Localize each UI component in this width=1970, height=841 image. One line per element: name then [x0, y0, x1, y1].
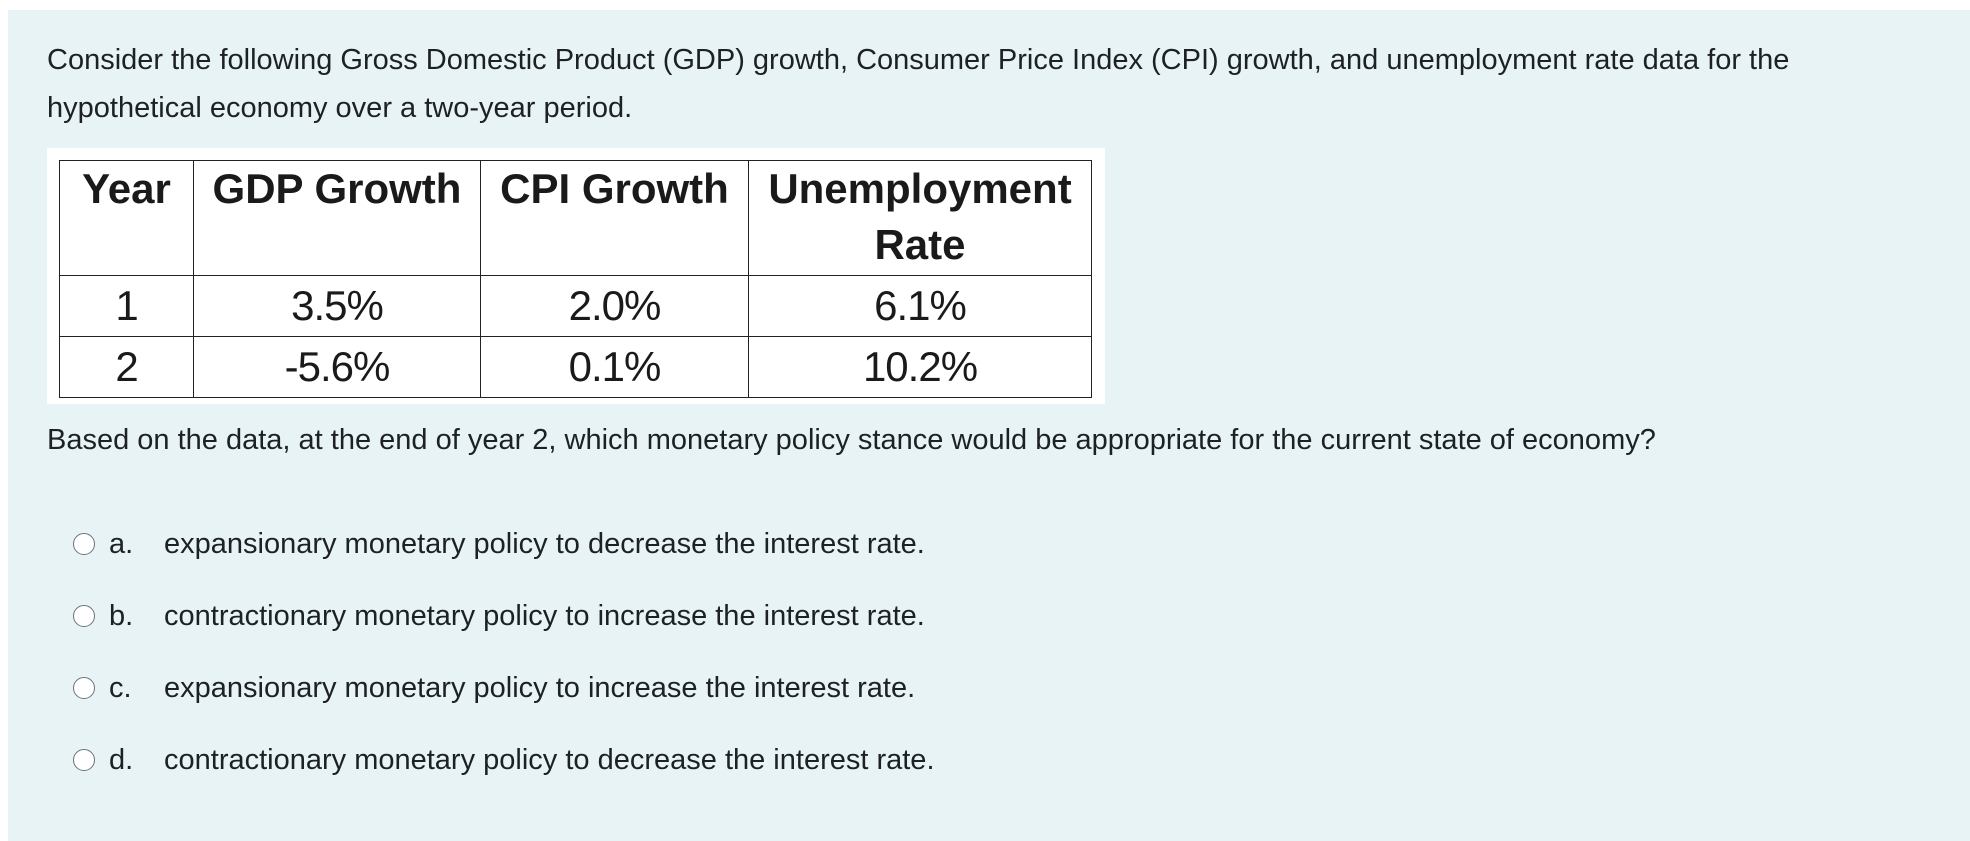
option-text: expansionary monetary policy to increase… — [164, 671, 916, 704]
table-row: 1 3.5% 2.0% 6.1% — [59, 275, 1092, 337]
radio-button-d[interactable] — [73, 749, 95, 771]
radio-button-a[interactable] — [73, 533, 95, 555]
option-letter: c. — [109, 671, 132, 704]
cell-year: 1 — [59, 275, 194, 337]
question-prompt: Based on the data, at the end of year 2,… — [47, 424, 1656, 456]
header-cpi-growth: CPI Growth — [480, 160, 749, 276]
data-table: Year GDP Growth CPI Growth Unemployment R… — [59, 160, 1092, 398]
header-unemployment-rate: Unemployment Rate — [748, 160, 1092, 276]
radio-button-c[interactable] — [73, 677, 95, 699]
header-gdp-growth: GDP Growth — [193, 160, 481, 276]
radio-button-b[interactable] — [73, 605, 95, 627]
question-intro: Consider the following Gross Domestic Pr… — [47, 44, 1790, 124]
header-year: Year — [59, 160, 194, 276]
option-letter: d. — [109, 743, 134, 776]
cell-unemployment-rate: 6.1% — [748, 275, 1092, 337]
cell-unemployment-rate: 10.2% — [748, 336, 1092, 398]
option-b[interactable]: b. contractionary monetary policy to inc… — [47, 592, 1931, 640]
table-row: 2 -5.6% 0.1% 10.2% — [59, 336, 1092, 398]
option-letter: b. — [109, 599, 134, 632]
cell-cpi-growth: 0.1% — [480, 336, 749, 398]
data-table-image: Year GDP Growth CPI Growth Unemployment R… — [47, 148, 1105, 404]
option-text: expansionary monetary policy to decrease… — [164, 527, 925, 560]
table-header-row: Year GDP Growth CPI Growth Unemployment R… — [59, 160, 1092, 276]
option-text: contractionary monetary policy to decrea… — [164, 743, 935, 776]
option-c[interactable]: c. expansionary monetary policy to incre… — [47, 664, 1931, 712]
answer-options: a. expansionary monetary policy to decre… — [47, 520, 1931, 784]
cell-gdp-growth: 3.5% — [193, 275, 481, 337]
cell-gdp-growth: -5.6% — [193, 336, 481, 398]
option-d[interactable]: d. contractionary monetary policy to dec… — [47, 736, 1931, 784]
option-letter: a. — [109, 527, 134, 560]
cell-cpi-growth: 2.0% — [480, 275, 749, 337]
question-card: Consider the following Gross Domestic Pr… — [8, 10, 1970, 841]
option-a[interactable]: a. expansionary monetary policy to decre… — [47, 520, 1931, 568]
cell-year: 2 — [59, 336, 194, 398]
option-text: contractionary monetary policy to increa… — [164, 599, 925, 632]
